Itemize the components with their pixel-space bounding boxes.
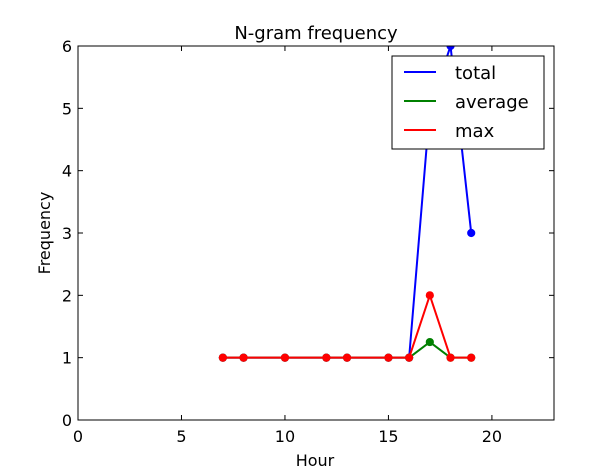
series-point-max bbox=[218, 353, 227, 362]
series-point-max bbox=[280, 353, 290, 362]
series-point-max bbox=[342, 353, 352, 362]
legend-max-label: max bbox=[455, 121, 495, 142]
legend-average-label: average bbox=[455, 92, 529, 113]
x-tick-label: 10 bbox=[275, 427, 295, 446]
y-tick-label: 0 bbox=[62, 411, 72, 430]
series-point-max bbox=[467, 353, 476, 362]
y-tick-label: 3 bbox=[62, 224, 72, 243]
y-axis-ticks: 0 1 2 3 4 5 6 bbox=[62, 37, 554, 430]
y-tick-label: 4 bbox=[62, 162, 72, 181]
legend-total-label: total bbox=[455, 63, 496, 84]
x-axis-label: Hour bbox=[296, 451, 335, 468]
series-point-max bbox=[239, 353, 248, 362]
series-point-max bbox=[405, 353, 414, 362]
y-tick-label: 6 bbox=[62, 37, 72, 56]
x-tick-label: 0 bbox=[73, 427, 83, 446]
y-tick-label: 1 bbox=[62, 349, 72, 368]
x-tick-label: 5 bbox=[176, 427, 186, 446]
series-point-total bbox=[467, 228, 476, 238]
series-point-max bbox=[425, 291, 434, 300]
chart-title: N-gram frequency bbox=[234, 23, 398, 44]
y-axis-label: Frequency bbox=[35, 192, 54, 275]
series-max bbox=[218, 291, 476, 362]
y-tick-label: 5 bbox=[62, 99, 72, 118]
series-line-max bbox=[221, 294, 473, 359]
series-layer bbox=[218, 46, 476, 362]
x-axis-ticks: 0 5 10 15 20 bbox=[73, 46, 502, 446]
x-tick-label: 15 bbox=[378, 427, 398, 446]
series-point-max bbox=[446, 353, 455, 362]
x-tick-label: 20 bbox=[482, 427, 502, 446]
legend: total average max bbox=[391, 55, 545, 150]
series-point-average bbox=[425, 337, 434, 347]
series-point-max bbox=[322, 353, 331, 362]
y-tick-label: 2 bbox=[62, 286, 72, 305]
series-point-max bbox=[384, 353, 393, 362]
